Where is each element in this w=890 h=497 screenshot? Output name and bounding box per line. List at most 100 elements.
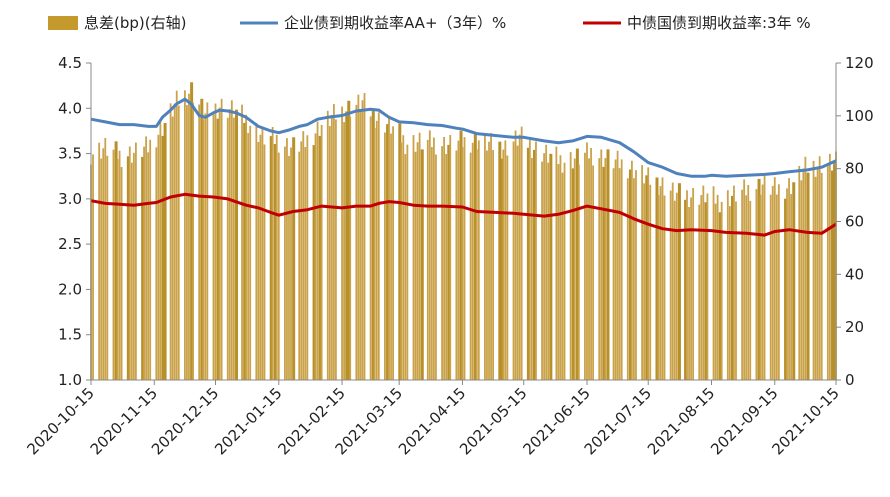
spread-bars xyxy=(90,82,837,381)
spread-bar xyxy=(812,160,815,380)
spread-bar xyxy=(118,150,121,380)
spread-bar xyxy=(420,149,424,380)
spread-bar xyxy=(114,141,118,380)
x-tick-label: 2020-10-15 xyxy=(23,384,97,458)
spread-bar xyxy=(216,118,220,380)
spread-bar xyxy=(316,121,319,380)
spread-bar xyxy=(716,194,719,380)
x-axis-ticks: 2020-10-152020-11-152020-12-152021-01-15… xyxy=(23,380,843,458)
spread-bar xyxy=(577,164,580,380)
spread-bar xyxy=(277,152,280,380)
spread-bar xyxy=(633,178,635,380)
spread-bar xyxy=(526,147,530,380)
spread-bar xyxy=(306,135,309,380)
spread-bar xyxy=(330,114,333,380)
spread-bar xyxy=(728,206,731,380)
spread-bar xyxy=(130,162,133,380)
spread-bar xyxy=(386,124,390,380)
spread-bar xyxy=(430,147,433,380)
legend-swatch-spread xyxy=(48,16,78,30)
spread-bar xyxy=(349,116,352,380)
spread-bar xyxy=(649,184,652,380)
spread-bar xyxy=(169,103,172,380)
spread-bar xyxy=(271,126,274,381)
spread-bar xyxy=(284,146,286,380)
spread-bar xyxy=(214,103,217,381)
spread-bar xyxy=(433,137,435,380)
spread-bar xyxy=(535,141,537,380)
spread-bar xyxy=(412,135,415,380)
spread-bar xyxy=(106,155,109,380)
spread-bar xyxy=(663,195,666,380)
spread-bar xyxy=(402,135,405,380)
spread-bar xyxy=(155,147,158,380)
spread-bar xyxy=(543,153,546,380)
spread-bar xyxy=(784,198,788,380)
spread-bar xyxy=(628,169,632,380)
legend-label-corp: 企业债到期收益率AA+（3年）% xyxy=(284,14,506,32)
spread-bar xyxy=(706,193,709,380)
spread-bar xyxy=(400,142,403,380)
spread-bar xyxy=(473,132,477,380)
spread-bar xyxy=(471,142,474,380)
spread-bar xyxy=(512,141,515,380)
spread-bar xyxy=(98,142,101,380)
spread-bar xyxy=(318,135,322,380)
spread-bar xyxy=(312,145,316,380)
spread-bar xyxy=(361,100,364,380)
spread-bar xyxy=(790,194,792,380)
spread-bar xyxy=(457,140,460,380)
spread-bar xyxy=(561,172,564,380)
spread-bar xyxy=(675,192,678,380)
spread-bar xyxy=(655,177,659,380)
spread-bar xyxy=(590,148,592,380)
spread-bar xyxy=(292,137,296,380)
spread-bar xyxy=(673,200,676,380)
spread-bar xyxy=(600,149,603,380)
spread-bar xyxy=(641,165,643,380)
spread-bar xyxy=(298,151,301,380)
spread-bar xyxy=(206,102,209,380)
spread-bar xyxy=(573,158,576,380)
spread-bar xyxy=(369,116,372,381)
spread-bar xyxy=(161,135,165,380)
spread-bar xyxy=(833,161,837,380)
spread-bar xyxy=(475,149,478,380)
spread-bar xyxy=(120,166,123,380)
spread-bar xyxy=(743,179,746,380)
spread-bar xyxy=(132,152,135,380)
spread-bar xyxy=(798,165,801,380)
spread-bar xyxy=(414,151,417,380)
spread-bar xyxy=(816,166,819,380)
spread-bar xyxy=(198,104,201,380)
spread-bar xyxy=(157,134,160,380)
spread-bar xyxy=(259,134,262,380)
spread-bar xyxy=(269,136,273,380)
spread-bar xyxy=(390,133,392,380)
left-tick-label: 3.5 xyxy=(58,145,82,163)
corp-bond-yield-line xyxy=(90,97,837,178)
right-tick-label: 120 xyxy=(845,54,874,72)
left-tick-label: 3.0 xyxy=(58,190,82,208)
spread-bar xyxy=(720,201,723,380)
spread-bar xyxy=(371,109,375,380)
spread-bar xyxy=(188,93,190,381)
spread-bar xyxy=(435,154,437,380)
spread-bar xyxy=(502,149,505,380)
spread-bar xyxy=(659,186,662,380)
left-tick-label: 2.0 xyxy=(58,280,82,298)
spread-bar xyxy=(355,104,358,380)
spread-bar xyxy=(484,133,486,380)
spread-bar xyxy=(569,152,572,380)
spread-bar xyxy=(232,117,235,381)
spread-bar xyxy=(733,185,735,380)
spread-bar xyxy=(788,178,790,380)
spread-bar xyxy=(300,141,303,380)
spread-bar xyxy=(735,201,737,380)
spread-bar xyxy=(326,110,329,381)
spread-bar xyxy=(769,194,772,380)
spread-bar xyxy=(763,175,766,380)
spread-bar xyxy=(820,172,823,380)
spread-bar xyxy=(549,153,553,380)
